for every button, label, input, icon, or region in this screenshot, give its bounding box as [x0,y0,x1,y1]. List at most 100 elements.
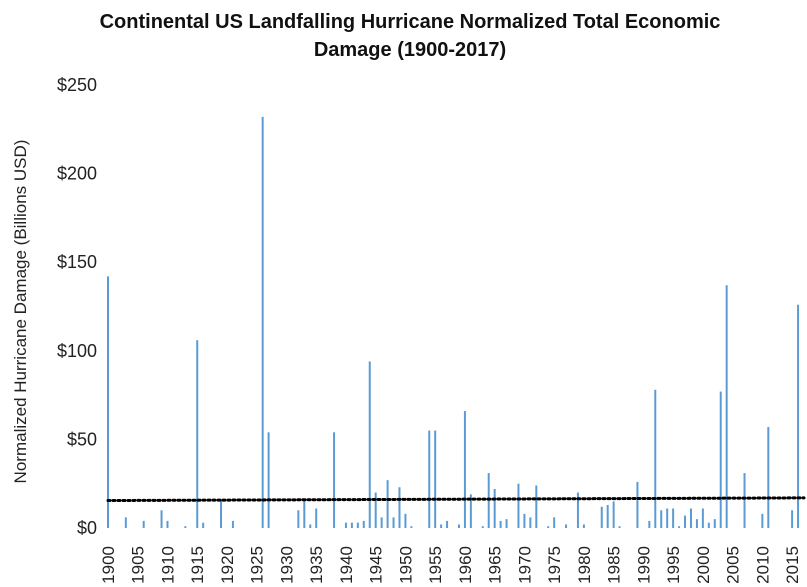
x-tick-label: 1910 [158,546,177,584]
bar-2011 [767,426,770,528]
x-tick-label: 1950 [396,546,415,584]
bar-1966 [499,520,502,528]
bar-1959 [457,524,460,528]
bar-1970 [523,513,526,528]
bar-1946 [380,517,383,528]
bar-1986 [618,526,621,528]
bar-1995 [672,508,675,528]
bar-1950 [404,513,407,528]
bar-2010 [761,513,764,528]
bar-1994 [666,508,669,528]
bar-1996 [678,526,681,528]
x-tick-label: 1945 [367,546,386,584]
bar-1972 [535,485,538,528]
bar-1935 [315,508,318,528]
bar-1916 [202,522,205,528]
bar-1940 [344,522,347,528]
bar-1932 [297,510,300,528]
bar-1921 [231,520,234,528]
bar-2000 [701,508,704,528]
bar-1955 [434,430,437,528]
bar-1941 [350,522,353,528]
bar-1992 [654,389,657,528]
bar-2001 [707,522,710,528]
bar-1999 [695,519,698,528]
x-tick-label: 1925 [248,546,267,584]
chart-title-line2: Damage (1900-2017) [313,39,507,61]
x-axis: 1900 1905 1910 1915 1920 1925 1930 1935 1940 1945… [99,546,802,584]
bar-1983 [600,506,603,528]
x-tick-label: 2015 [783,546,802,584]
bar-1943 [362,520,365,528]
x-tick-label: 1985 [605,546,624,584]
bar-1910 [166,520,169,528]
bar-1933 [303,499,306,528]
x-tick-label: 1915 [188,546,207,584]
bar-1975 [553,517,556,528]
bar-2016 [797,304,800,528]
x-tick-label: 1920 [218,546,237,584]
bar-1989 [636,481,639,528]
bar-1954 [428,430,431,528]
x-tick-label: 1975 [545,546,564,584]
chart-title: Continental US Landfalling Hurricane Nor… [60,8,760,64]
bar-1944 [368,361,371,528]
bar-1947 [386,480,389,528]
y-axis-label: Normalized Hurricane Damage (Billions US… [11,140,30,484]
bar-1984 [606,504,609,528]
bar-1960 [463,411,466,528]
bar-1903 [124,517,127,528]
y-tick-label: $50 [67,429,97,449]
bar-1979 [576,492,579,528]
bar-1967 [505,519,508,528]
bar-2015 [791,510,794,528]
y-tick-label: $150 [57,252,97,272]
bar-1942 [356,522,359,528]
x-tick-label: 1980 [575,546,594,584]
bar-1927 [267,432,270,528]
bar-1938 [333,432,336,528]
bar-1965 [493,489,496,528]
bar-2003 [719,391,722,528]
bar-1949 [398,487,401,528]
trendline [106,496,806,503]
x-tick-label: 1930 [277,546,296,584]
x-tick-label: 1990 [634,546,653,584]
x-tick-label: 1900 [99,546,118,584]
y-tick-label: $250 [57,75,97,95]
x-tick-label: 1940 [337,546,356,584]
bar-1957 [446,520,449,528]
bar-1993 [660,510,663,528]
x-tick-label: 1995 [664,546,683,584]
x-tick-label: 2005 [724,546,743,584]
bar-1956 [440,524,443,528]
bar-1971 [529,517,532,528]
bar-1985 [612,501,615,528]
bar-series [107,116,800,528]
bar-1934 [309,524,312,528]
y-tick-label: $0 [77,518,97,538]
x-tick-label: 1960 [456,546,475,584]
x-tick-label: 2010 [753,546,772,584]
bar-2004 [725,285,728,528]
bar-1997 [684,515,687,528]
x-tick-label: 1965 [486,546,505,584]
x-tick-label: 1970 [515,546,534,584]
x-tick-label: 1955 [426,546,445,584]
chart-title-line1: Continental US Landfalling Hurricane Nor… [99,11,721,33]
bar-1909 [160,510,163,528]
bar-1900 [107,276,109,528]
bar-1963 [481,526,484,528]
y-tick-label: $200 [57,164,97,184]
bar-2002 [713,519,716,528]
bar-1945 [374,492,377,528]
bar-1961 [469,494,472,528]
bar-1951 [410,526,413,528]
bar-2007 [743,473,746,528]
bar-1919 [220,499,223,528]
bar-1991 [648,520,651,528]
x-tick-label: 1935 [307,546,326,584]
bar-1974 [547,526,550,528]
bar-1969 [517,483,520,528]
